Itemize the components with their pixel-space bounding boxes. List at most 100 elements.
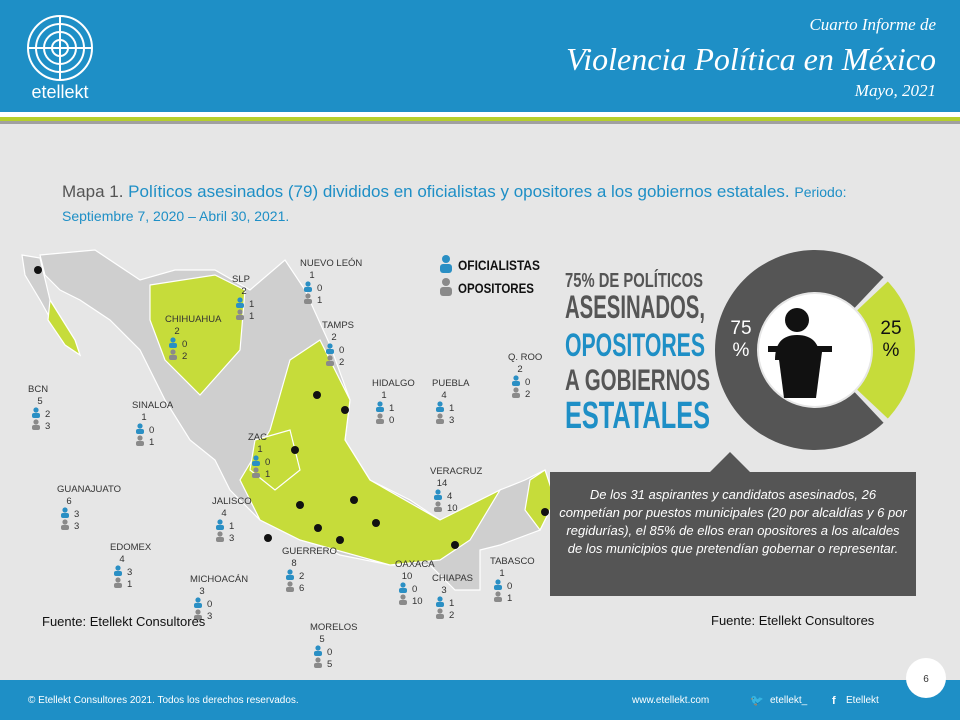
person-icon — [115, 565, 121, 571]
person-icon — [169, 355, 177, 360]
state-name: GUERRERO — [282, 546, 337, 557]
headline-line: ASESINADOS, — [565, 289, 705, 325]
headline: 75% DE POLÍTICOS ASESINADOS, OPOSITORES … — [565, 269, 710, 437]
person-icon — [495, 579, 501, 585]
header-band — [0, 0, 960, 112]
state-total: 14 — [437, 478, 448, 489]
header-title: Violencia Política en México — [566, 41, 936, 77]
count: 1 — [229, 521, 234, 532]
person-icon — [304, 299, 312, 304]
person-icon — [114, 583, 122, 588]
stripe — [0, 117, 960, 121]
count: 0 — [182, 339, 187, 350]
person-icon — [217, 531, 223, 537]
person-icon — [287, 581, 293, 587]
person-icon — [435, 489, 441, 495]
source: Fuente: Etellekt Consultores — [711, 613, 875, 628]
person-icon — [400, 594, 406, 600]
state-name: SINALOA — [132, 400, 174, 411]
count: 1 — [449, 598, 454, 609]
state-total: 1 — [309, 270, 314, 281]
person-icon — [314, 651, 322, 656]
count: 0 — [265, 457, 270, 468]
count: 1 — [317, 295, 322, 306]
person-icon — [400, 582, 406, 588]
count: 1 — [265, 469, 270, 480]
count: 2 — [525, 389, 530, 400]
person-icon — [136, 441, 144, 446]
legend-icon — [440, 287, 452, 296]
person-icon — [237, 309, 243, 315]
count: 3 — [449, 415, 454, 426]
person-icon — [327, 343, 333, 349]
count: 3 — [207, 611, 212, 622]
count: 3 — [74, 509, 79, 520]
person-icon — [314, 663, 322, 668]
person-icon — [512, 381, 520, 386]
person-icon — [169, 343, 177, 348]
person-icon — [33, 419, 39, 425]
person-icon — [137, 435, 143, 441]
state-total: 1 — [499, 568, 504, 579]
stripe — [0, 112, 960, 117]
count: 1 — [249, 299, 254, 310]
count: 0 — [327, 647, 332, 658]
count: 0 — [317, 283, 322, 294]
person-icon — [62, 519, 68, 525]
person-icon — [513, 375, 519, 381]
state-total: 1 — [141, 412, 146, 423]
source: Fuente: Etellekt Consultores — [42, 614, 206, 629]
state-name: PUEBLA — [432, 378, 470, 389]
person-icon — [237, 297, 243, 303]
person-icon — [287, 569, 293, 575]
facebook: Etellekt — [846, 695, 879, 706]
person-icon — [194, 615, 202, 620]
donut-segment — [715, 250, 884, 450]
count: 2 — [182, 351, 187, 362]
count: 1 — [449, 403, 454, 414]
count: 2 — [449, 610, 454, 621]
callout-box — [550, 472, 916, 596]
count: 3 — [127, 567, 132, 578]
person-icon — [170, 349, 176, 355]
state-name: OAXACA — [395, 559, 435, 570]
person-icon — [399, 588, 407, 593]
person-icon — [436, 419, 444, 424]
callout-text: De los 31 aspirantes y candidatos asesin… — [559, 487, 907, 556]
stripe — [0, 121, 960, 124]
person-icon — [61, 513, 69, 518]
page-badge — [906, 658, 946, 698]
legend-label: OPOSITORES — [458, 280, 534, 296]
state-total: 2 — [331, 332, 336, 343]
state-labels: BCN523SINALOA101CHIHUAHUA202SLP211NUEVO … — [28, 258, 542, 670]
person-icon — [305, 281, 311, 287]
person-icon — [494, 597, 502, 602]
person-icon — [305, 293, 311, 299]
person-icon — [136, 429, 144, 434]
count: 10 — [412, 596, 423, 607]
legend-icon — [442, 255, 450, 263]
state-name: VERACRUZ — [430, 466, 482, 477]
count: 1 — [149, 437, 154, 448]
person-icon — [437, 401, 443, 407]
person-icon — [495, 591, 501, 597]
state-name: TABASCO — [490, 556, 535, 567]
person-icon — [236, 315, 244, 320]
state-total: 2 — [174, 326, 179, 337]
person-icon — [376, 407, 384, 412]
person-icon — [62, 507, 68, 513]
state-total: 5 — [319, 634, 324, 645]
person-icon — [437, 608, 443, 614]
count: 0 — [339, 345, 344, 356]
count: 0 — [412, 584, 417, 595]
person-icon — [115, 577, 121, 583]
legend-label: OFICIALISTAS — [458, 257, 540, 273]
